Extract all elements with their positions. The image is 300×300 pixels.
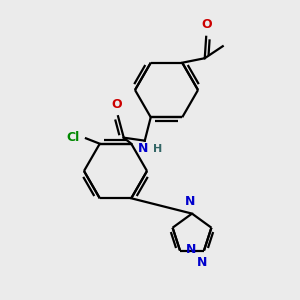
Text: N: N bbox=[185, 195, 196, 208]
Text: N: N bbox=[138, 142, 148, 155]
Text: O: O bbox=[112, 98, 122, 111]
Text: N: N bbox=[185, 243, 196, 256]
Text: H: H bbox=[153, 144, 162, 154]
Text: N: N bbox=[197, 256, 208, 269]
Text: Cl: Cl bbox=[66, 131, 80, 144]
Text: O: O bbox=[201, 18, 211, 31]
